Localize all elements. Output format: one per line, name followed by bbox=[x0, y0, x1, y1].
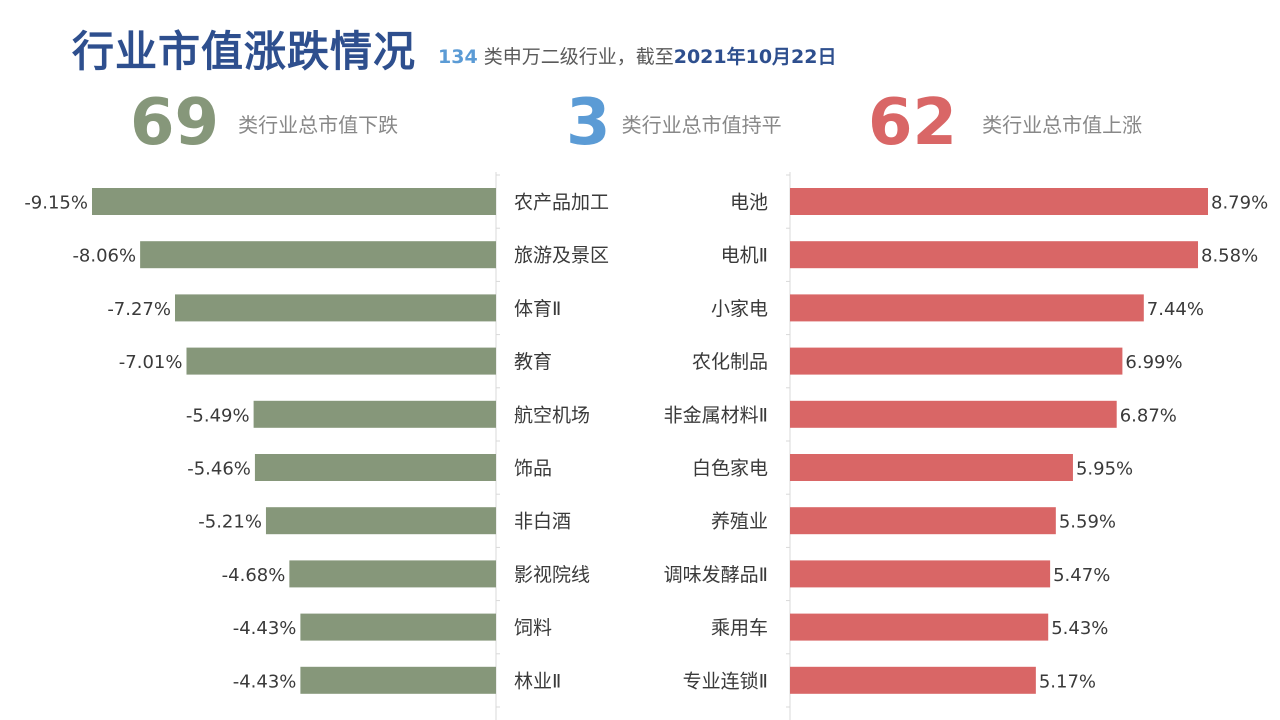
decline-value-label: -4.68% bbox=[222, 565, 286, 586]
stat-flat-label: 类行业总市值持平 bbox=[621, 112, 782, 137]
decline-category-label: 饲料 bbox=[514, 617, 552, 639]
decline-bar bbox=[289, 560, 496, 588]
decline-bar bbox=[186, 347, 496, 375]
rise-category-label: 农化制品 bbox=[692, 351, 768, 373]
decline-category-label: 饰品 bbox=[514, 458, 552, 480]
stat-down-label: 类行业总市值下跌 bbox=[238, 112, 399, 137]
stat-flat: 3 类行业总市值持平 bbox=[566, 86, 782, 160]
rise-category-label: 调味发酵品Ⅱ bbox=[664, 564, 768, 586]
rise-value-label: 5.47% bbox=[1053, 565, 1110, 586]
rise-bar bbox=[790, 507, 1056, 535]
subtitle-text: 类申万二级行业，截至 bbox=[477, 46, 674, 68]
stat-up-label: 类行业总市值上涨 bbox=[982, 112, 1143, 137]
decline-category-label: 旅游及景区 bbox=[514, 245, 609, 267]
page-title: 行业市值涨跌情况 bbox=[72, 27, 417, 76]
decline-value-label: -5.21% bbox=[198, 512, 262, 533]
decline-value-label: -4.43% bbox=[233, 671, 297, 692]
decline-category-label: 航空机场 bbox=[514, 404, 590, 426]
decline-category-label: 影视院线 bbox=[514, 564, 590, 586]
decline-bar bbox=[254, 454, 496, 481]
rise-value-label: 6.99% bbox=[1125, 352, 1182, 373]
stat-flat-number: 3 bbox=[566, 86, 611, 160]
stat-down: 69 类行业总市值下跌 bbox=[130, 86, 398, 160]
decline-value-label: -5.49% bbox=[186, 405, 250, 426]
rise-value-label: 8.58% bbox=[1201, 246, 1258, 267]
rise-category-label: 乘用车 bbox=[711, 617, 768, 639]
rise-bar bbox=[790, 454, 1073, 481]
decline-bar bbox=[253, 400, 496, 428]
decline-value-label: -5.46% bbox=[187, 459, 251, 480]
rise-value-label: 8.79% bbox=[1211, 193, 1268, 214]
rise-bar bbox=[790, 294, 1144, 322]
as-of-date: 2021年10月22日 bbox=[673, 46, 837, 68]
rise-category-label: 非金属材料Ⅱ bbox=[664, 404, 768, 426]
rise-bar bbox=[790, 400, 1117, 428]
decline-value-label: -4.43% bbox=[233, 618, 297, 639]
rise-category-label: 小家电 bbox=[711, 298, 768, 320]
rise-bar bbox=[790, 241, 1199, 269]
rise-value-label: 5.95% bbox=[1076, 459, 1133, 480]
rise-value-label: 5.43% bbox=[1051, 618, 1108, 639]
rise-category-label: 养殖业 bbox=[711, 511, 768, 533]
decline-category-label: 非白酒 bbox=[514, 511, 571, 533]
decline-bar bbox=[300, 666, 496, 694]
decline-bar bbox=[265, 507, 496, 535]
decline-category-label: 体育Ⅱ bbox=[514, 298, 561, 320]
rise-bar bbox=[790, 666, 1036, 694]
decline-value-label: -7.27% bbox=[107, 299, 171, 320]
rise-value-label: 6.87% bbox=[1120, 405, 1177, 426]
rise-category-label: 白色家电 bbox=[692, 458, 768, 480]
rise-bar bbox=[790, 613, 1049, 641]
decline-category-label: 林业Ⅱ bbox=[514, 670, 561, 692]
stat-up: 62 类行业总市值上涨 bbox=[868, 86, 1142, 160]
rise-category-label: 电机Ⅱ bbox=[721, 245, 768, 267]
decline-value-label: -9.15% bbox=[24, 193, 88, 214]
decline-bar bbox=[175, 294, 497, 322]
decline-category-label: 教育 bbox=[514, 351, 552, 373]
stat-down-number: 69 bbox=[130, 86, 220, 160]
subtitle: 134 类申万二级行业，截至2021年10月22日 bbox=[438, 42, 836, 69]
industry-count: 134 bbox=[438, 46, 478, 68]
rise-category-label: 专业连锁Ⅱ bbox=[683, 670, 768, 692]
rise-bar bbox=[790, 188, 1208, 215]
decline-bar bbox=[92, 188, 496, 215]
decline-bar bbox=[300, 613, 496, 641]
stat-up-number: 62 bbox=[868, 86, 958, 160]
rise-value-label: 5.17% bbox=[1039, 671, 1096, 692]
decline-value-label: -7.01% bbox=[119, 352, 183, 373]
rise-value-label: 7.44% bbox=[1147, 299, 1204, 320]
rise-bar bbox=[790, 560, 1051, 588]
decline-bar bbox=[140, 241, 496, 269]
decline-category-label: 农产品加工 bbox=[514, 192, 609, 214]
rise-category-label: 电池 bbox=[730, 192, 768, 214]
rise-value-label: 5.59% bbox=[1059, 512, 1116, 533]
decline-value-label: -8.06% bbox=[72, 246, 136, 267]
rise-bar bbox=[790, 347, 1123, 375]
